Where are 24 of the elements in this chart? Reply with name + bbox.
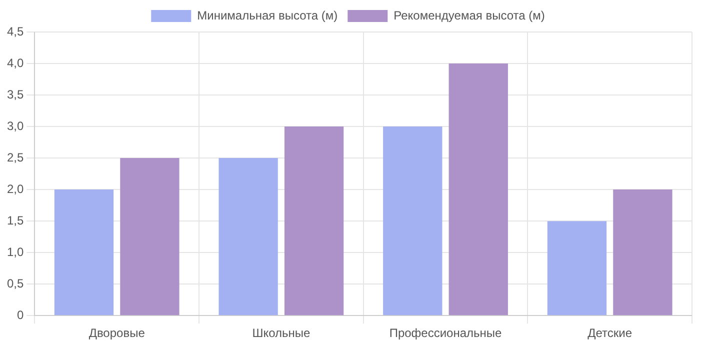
y-tick-label: 0,5 — [6, 276, 24, 290]
y-tick-label: 0 — [16, 308, 24, 322]
y-tick-label: 2,0 — [6, 182, 24, 196]
y-tick-label: 1,5 — [6, 213, 24, 228]
x-tick-label: Детские — [588, 326, 632, 340]
x-tick-label: Школьные — [252, 326, 310, 340]
y-tick-label: 2,5 — [6, 150, 24, 164]
x-tick-label: Дворовые — [88, 326, 146, 340]
x-tick-label: Профессиональные — [389, 326, 502, 340]
y-tick-label: 4,5 — [6, 24, 24, 38]
y-tick-label: 1,0 — [6, 244, 24, 259]
bar — [547, 221, 607, 316]
bar — [448, 64, 508, 316]
bar — [284, 126, 344, 316]
bar — [383, 126, 442, 316]
y-tick-label: 4,0 — [6, 56, 24, 70]
bar — [120, 158, 180, 316]
y-tick-label: 3,5 — [6, 87, 24, 102]
bar — [54, 190, 114, 316]
legend-label: Рекомендуемая высота (м) — [394, 8, 545, 22]
bar — [218, 158, 278, 316]
y-tick-label: 3,0 — [6, 118, 24, 133]
legend-label: Минимальная высота (м) — [197, 8, 338, 22]
bar — [613, 190, 672, 316]
